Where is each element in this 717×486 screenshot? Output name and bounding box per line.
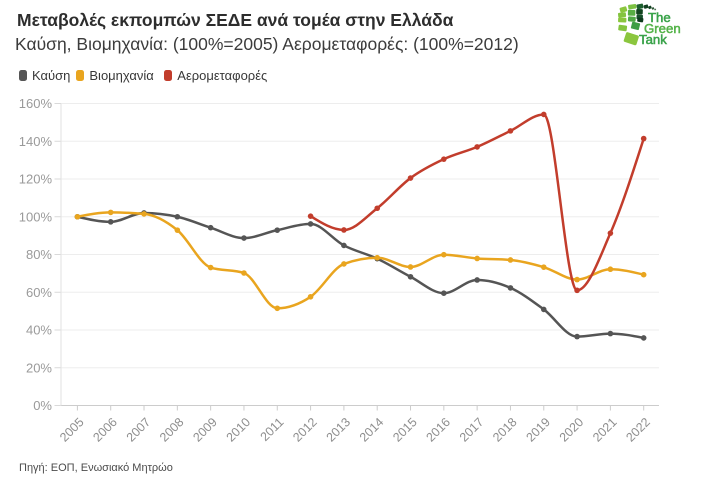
svg-text:2019: 2019 <box>523 415 553 445</box>
svg-text:2010: 2010 <box>224 415 254 445</box>
svg-text:2022: 2022 <box>623 415 653 445</box>
svg-text:2011: 2011 <box>258 415 287 444</box>
svg-text:140%: 140% <box>19 134 53 149</box>
svg-text:100%: 100% <box>19 209 53 224</box>
svg-text:20%: 20% <box>26 360 52 375</box>
svg-text:2012: 2012 <box>290 415 320 445</box>
svg-text:Tank: Tank <box>639 32 667 47</box>
svg-text:80%: 80% <box>26 247 52 262</box>
svg-text:60%: 60% <box>26 285 52 300</box>
svg-text:40%: 40% <box>26 323 52 338</box>
svg-text:0%: 0% <box>33 398 52 413</box>
svg-text:160%: 160% <box>19 96 53 111</box>
svg-text:2009: 2009 <box>190 415 220 445</box>
svg-text:2007: 2007 <box>124 415 154 445</box>
svg-text:2008: 2008 <box>157 415 187 445</box>
svg-text:2020: 2020 <box>557 415 587 445</box>
svg-text:2006: 2006 <box>90 415 120 445</box>
svg-text:2018: 2018 <box>490 415 520 445</box>
svg-text:2013: 2013 <box>324 415 354 445</box>
svg-text:120%: 120% <box>19 172 53 187</box>
svg-text:2021: 2021 <box>590 415 620 445</box>
svg-text:Green: Green <box>644 21 681 36</box>
svg-text:2016: 2016 <box>423 415 453 445</box>
svg-text:The: The <box>648 10 671 25</box>
svg-text:2017: 2017 <box>457 415 487 445</box>
svg-text:2014: 2014 <box>357 415 387 445</box>
svg-text:2015: 2015 <box>390 415 420 445</box>
svg-text:2005: 2005 <box>57 415 87 445</box>
